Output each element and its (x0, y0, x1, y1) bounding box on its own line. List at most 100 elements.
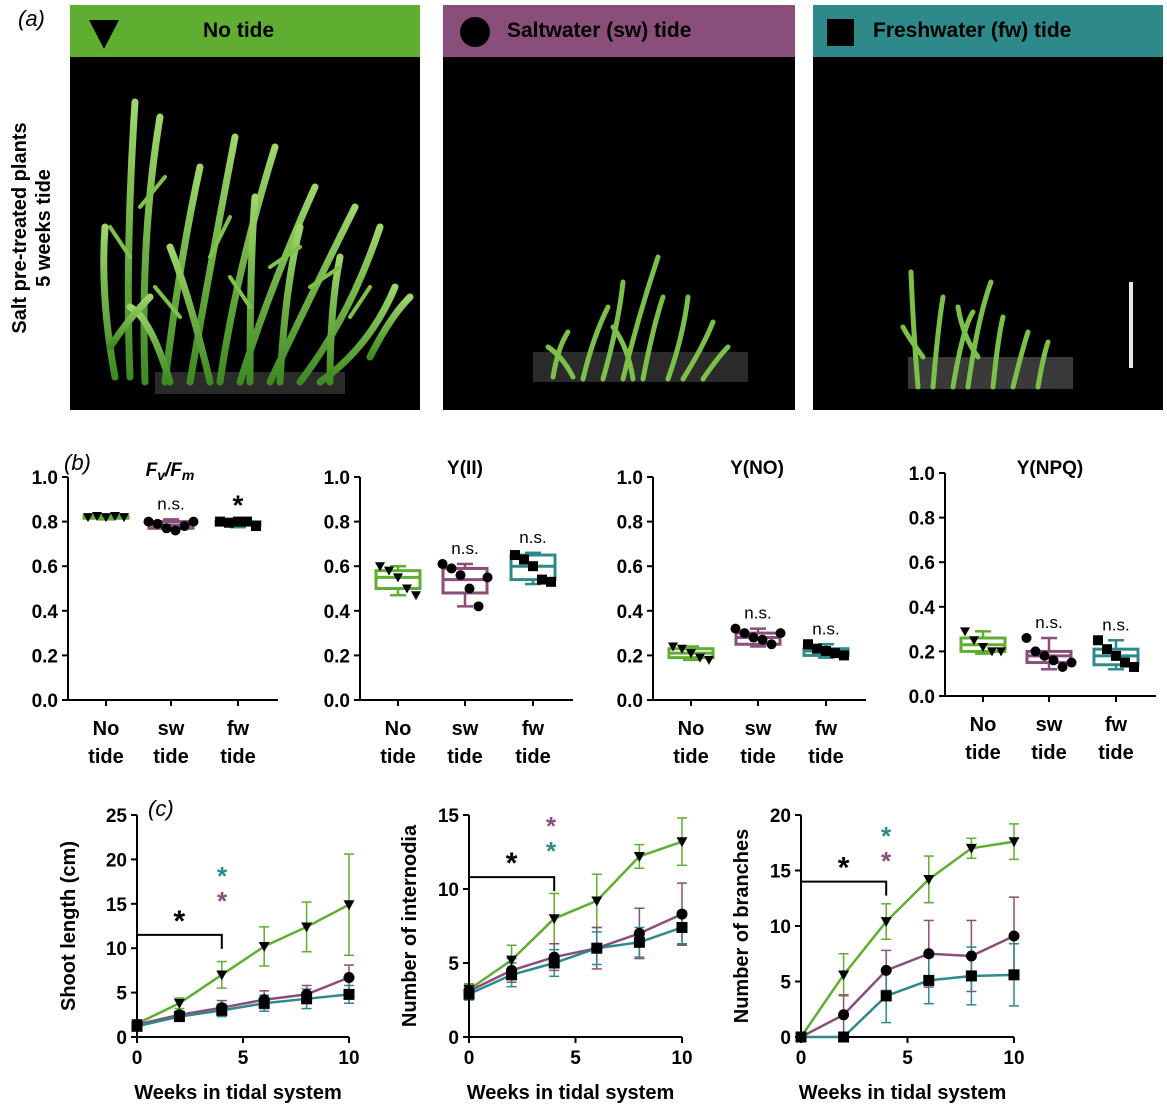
x-tick-label: fw (1105, 714, 1128, 736)
significance-bracket (468, 876, 556, 1031)
y-tick-label: 5 (780, 973, 791, 994)
data-point (704, 655, 714, 665)
data-point (1102, 644, 1112, 655)
data-point (343, 972, 355, 984)
data-point (676, 837, 688, 848)
data-point (437, 558, 448, 569)
box (374, 569, 422, 590)
y-tick-label: 0 (448, 1028, 459, 1049)
box (667, 647, 715, 660)
data-point (258, 994, 270, 1006)
data-point (131, 1020, 143, 1032)
ns-label: n.s. (1035, 613, 1062, 632)
x-tick-label: No (385, 718, 412, 740)
x-tick-label: No (93, 718, 120, 740)
data-point (463, 988, 475, 1000)
data-point (821, 645, 831, 656)
panel-a-label: (a) (18, 6, 45, 31)
y-tick-label: 0 (116, 1028, 127, 1049)
x-tick-label: 0 (132, 1048, 143, 1069)
y-tick-label: 5 (448, 954, 459, 975)
data-point (170, 525, 181, 536)
y-tick-label: 0.4 (324, 602, 351, 623)
data-point (1066, 657, 1077, 668)
data-point (686, 649, 696, 659)
data-point (1039, 650, 1050, 661)
box (1092, 647, 1140, 667)
y-tick-label: 0.8 (32, 513, 58, 534)
data-point (591, 942, 603, 954)
chart-title: Fv/Fm (146, 460, 195, 483)
data-point (965, 843, 977, 854)
photo-fw-tide (813, 57, 1163, 410)
data-point (1111, 650, 1121, 661)
data-point (216, 1002, 228, 1014)
data-point (677, 644, 687, 654)
x-tick-label: sw (1036, 714, 1063, 736)
x-tick-label: tide (380, 746, 416, 768)
y-axis-label: Number of internodia (399, 824, 421, 1027)
data-point (258, 997, 270, 1009)
y-tick-label: 0.4 (617, 602, 644, 623)
y-tick-label: 0.2 (617, 646, 643, 667)
data-point (880, 917, 892, 928)
x-axis-label: Weeks in tidal system (799, 1082, 1007, 1104)
data-point (242, 516, 252, 527)
y-tick-label: 10 (106, 939, 127, 960)
x-tick-label: 10 (671, 1048, 692, 1069)
data-point (455, 570, 466, 581)
plant-image-small (533, 254, 748, 382)
y-axis-label: Number of branches (731, 829, 753, 1023)
data-point (537, 574, 547, 585)
data-point (375, 562, 385, 572)
data-point (161, 523, 172, 534)
y-tick-label: 1.0 (617, 468, 643, 489)
y-tick-label: 0.2 (909, 642, 935, 663)
data-point (179, 521, 190, 532)
data-point (393, 573, 403, 583)
data-point (795, 1031, 807, 1043)
x-tick-label: sw (745, 718, 772, 740)
significance-star: * (174, 905, 186, 938)
x-tick-label: No (678, 718, 705, 740)
data-point (548, 957, 560, 969)
ns-label: n.s. (812, 619, 839, 638)
data-point (301, 993, 313, 1005)
data-point (215, 516, 225, 527)
data-point (152, 518, 163, 529)
data-point (101, 513, 111, 523)
data-point (173, 1011, 185, 1023)
data-point (548, 914, 560, 925)
box (147, 520, 195, 530)
data-point (258, 942, 270, 952)
data-point (1008, 930, 1020, 942)
data-point (506, 955, 518, 966)
significance-bracket (800, 880, 888, 1031)
y-tick-label: 0.6 (324, 557, 350, 578)
y-tick-label: 1.0 (32, 468, 58, 489)
data-point (216, 970, 228, 981)
data-point (739, 628, 750, 639)
data-point (757, 634, 768, 645)
y-tick-label: 0.6 (617, 557, 643, 578)
header-fw-tide: Freshwater (fw) tide (813, 5, 1163, 57)
data-point (880, 964, 892, 976)
x-tick-label: sw (158, 718, 185, 740)
x-tick-label: tide (88, 746, 124, 768)
x-tick-label: tide (220, 746, 256, 768)
scale-bar (1129, 282, 1133, 368)
data-point (402, 584, 412, 594)
series-star: * (881, 846, 892, 876)
header-sw-tide-label: Saltwater (sw) tide (507, 19, 692, 42)
data-point (528, 561, 538, 572)
ns-label: n.s. (744, 604, 771, 623)
triangle-down-icon (89, 20, 119, 49)
data-point (446, 563, 457, 574)
x-tick-label: fw (522, 718, 545, 740)
data-point (301, 988, 313, 1000)
data-point (748, 632, 759, 643)
data-point (923, 874, 935, 885)
data-point (838, 1031, 850, 1043)
data-point (676, 908, 688, 920)
data-point (803, 639, 813, 650)
